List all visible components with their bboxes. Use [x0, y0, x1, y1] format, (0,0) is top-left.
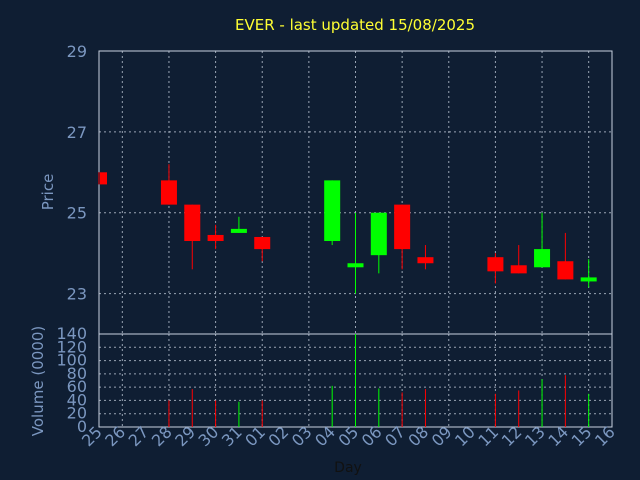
- price-tick-label: 29: [67, 42, 87, 61]
- candle-body: [230, 228, 247, 233]
- volume-axis-label: Volume (0000): [29, 326, 47, 436]
- candle-body: [370, 212, 387, 256]
- price-axis-label: Price: [39, 174, 57, 211]
- volume-tick-label: 100: [56, 351, 87, 370]
- candle-body: [207, 234, 224, 242]
- price-panel: 23 25 27 29: [67, 42, 613, 335]
- candle-body: [510, 265, 527, 274]
- candle-body: [394, 204, 411, 250]
- volume-tick-label: 120: [56, 337, 87, 356]
- volume-tick-label: 140: [56, 324, 87, 343]
- x-axis-label: Day: [334, 460, 362, 476]
- candle-body: [100, 172, 107, 185]
- price-tick-label: 27: [67, 123, 87, 142]
- candle-body: [557, 261, 574, 280]
- volume-tick-label: 0: [77, 417, 87, 436]
- volume-tick-label: 80: [67, 364, 87, 383]
- candle-body: [254, 236, 271, 250]
- candle-body: [184, 204, 201, 242]
- price-tick-label: 25: [67, 204, 87, 223]
- volume-tick-label: 40: [67, 390, 87, 409]
- candle-body: [347, 263, 364, 268]
- candle-body: [324, 180, 341, 242]
- candle-body: [534, 249, 551, 268]
- candle-body: [580, 277, 597, 282]
- price-tick-label: 23: [67, 285, 87, 304]
- candle-body: [417, 257, 434, 264]
- candle-body: [160, 180, 177, 205]
- volume-tick-label: 60: [67, 377, 87, 396]
- chart-title: EVER - last updated 15/08/2025: [235, 16, 475, 34]
- candle-body: [487, 257, 504, 272]
- volume-tick-label: 20: [67, 404, 87, 423]
